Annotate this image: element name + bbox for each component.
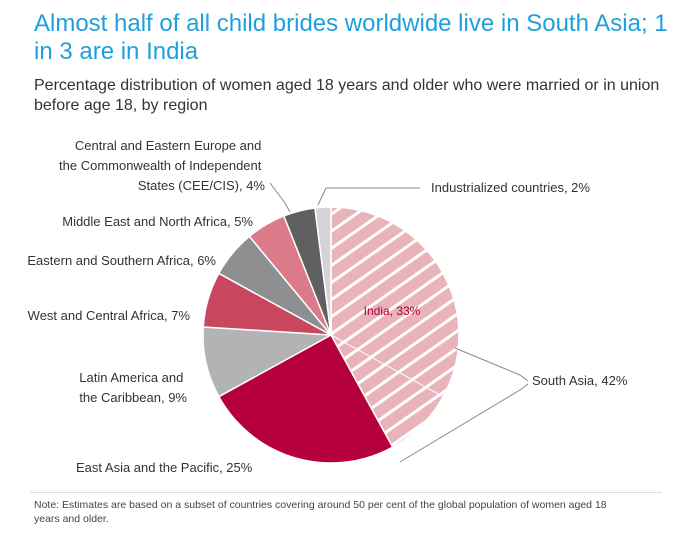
label-west-central-africa: West and Central Africa, 7% <box>28 308 191 323</box>
footnote: Note: Estimates are based on a subset of… <box>34 499 607 525</box>
leader-line-cee-cis <box>269 182 291 213</box>
pie-slices <box>202 206 460 464</box>
label-east-asia-pacific: East Asia and the Pacific, 25% <box>76 460 253 475</box>
label-south-asia: South Asia, 42% <box>532 373 628 388</box>
chart-subtitle: Percentage distribution of women aged 18… <box>34 77 660 114</box>
india-label: India, 33% <box>364 304 421 318</box>
chart-title: Almost half of all child brides worldwid… <box>34 10 668 65</box>
pie-chart: India, 33% South Asia, 42% East Asia and… <box>27 138 628 475</box>
label-latin-america: Latin America and the Caribbean, 9% <box>79 370 187 405</box>
india-subslice <box>330 206 460 398</box>
pie-slice-8 <box>314 206 332 336</box>
leader-lines <box>269 182 529 463</box>
leader-line-industrialized <box>317 187 420 206</box>
label-eastern-southern-africa: Eastern and Southern Africa, 6% <box>27 253 216 268</box>
label-industrialized: Industrialized countries, 2% <box>431 180 590 195</box>
label-middle-east-north-africa: Middle East and North Africa, 5% <box>62 214 253 229</box>
leader-line-south-asia-lower <box>399 383 529 463</box>
divider <box>30 492 662 493</box>
leader-line-south-asia-upper <box>454 347 529 382</box>
pie-slice-2 <box>217 333 394 464</box>
label-cee-cis: Central and Eastern Europe and the Commo… <box>59 138 265 193</box>
